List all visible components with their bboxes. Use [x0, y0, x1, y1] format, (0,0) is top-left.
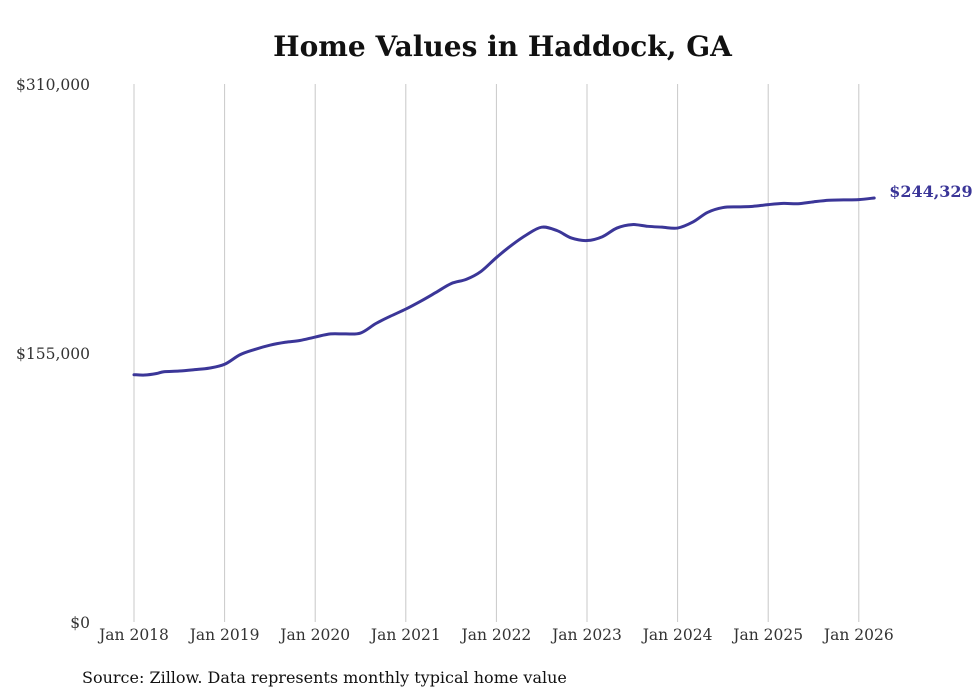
end-label-group: $244,329	[889, 182, 973, 201]
x-tick-label: Jan 2019	[188, 626, 260, 644]
x-tick-label: Jan 2025	[731, 626, 803, 644]
y-tick-label: $155,000	[16, 345, 90, 363]
series-group	[132, 196, 876, 377]
series-line-0	[132, 196, 876, 377]
x-tick-label: Jan 2021	[369, 626, 441, 644]
x-tick-label: Jan 2020	[278, 626, 350, 644]
source-note: Source: Zillow. Data represents monthly …	[82, 668, 567, 687]
x-axis-labels: Jan 2018 Jan 2019 Jan 2020 Jan 2021 Jan 2022…	[97, 626, 894, 644]
x-tick-label: Jan 2023	[550, 626, 622, 644]
y-tick-label: $310,000	[16, 76, 90, 94]
x-tick-label: Jan 2024	[641, 626, 713, 644]
y-tick-label: $0	[70, 614, 90, 632]
chart-title: Home Values in Haddock, GA	[273, 30, 732, 63]
y-axis-labels: $0 $155,000 $310,000	[16, 76, 90, 632]
x-tick-label: Jan 2018	[97, 626, 169, 644]
x-tick-label: Jan 2026	[822, 626, 894, 644]
end-value-label: $244,329	[889, 182, 973, 201]
x-tick-label: Jan 2022	[459, 626, 531, 644]
gridlines	[133, 84, 860, 622]
